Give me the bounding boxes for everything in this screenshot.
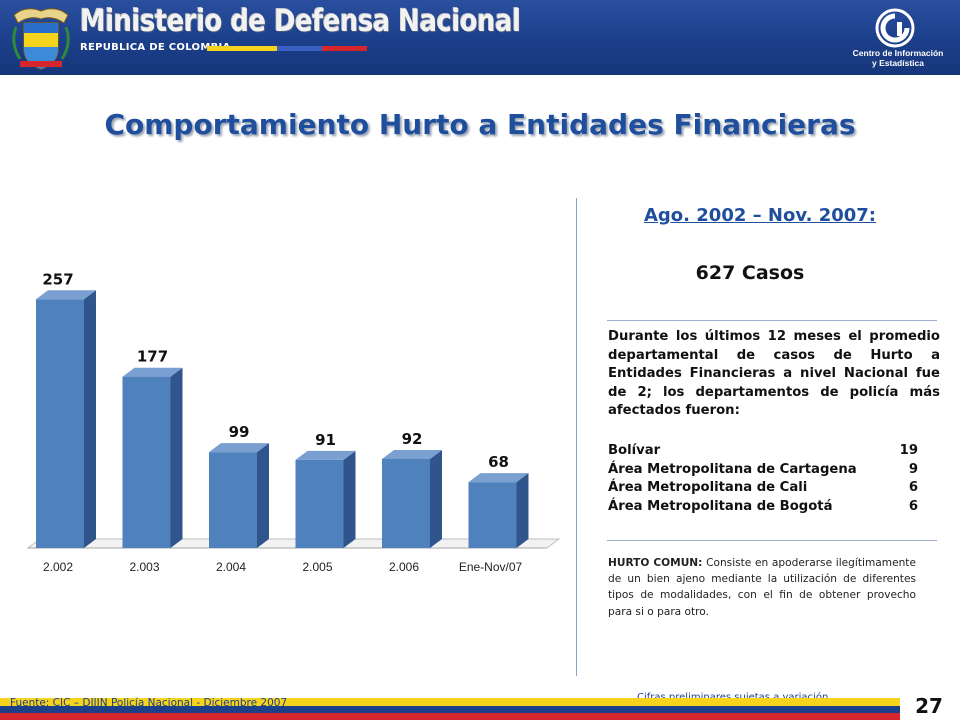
department-value: 9 (908, 461, 918, 477)
bar-top (382, 449, 442, 459)
definition-text: HURTO COMUN: Consiste en apoderarse ileg… (608, 555, 916, 620)
footer-note: Cifras preliminares sujetas a variación (637, 692, 828, 703)
data-label: 257 (42, 270, 73, 288)
bar-side (84, 290, 96, 548)
flag-stripe (207, 46, 367, 51)
footer-flag-bar (0, 698, 900, 720)
bar-side (516, 473, 529, 548)
cie-logo-icon (875, 8, 915, 48)
bar (295, 459, 344, 548)
department-row: Área Metropolitana de Bogotá 6 (608, 498, 918, 517)
coat-of-arms-icon (12, 8, 70, 70)
bar (209, 452, 257, 548)
department-list: Bolívar 19 Área Metropolitana de Cartage… (608, 442, 918, 516)
department-value: 19 (899, 443, 918, 458)
category-label: Ene-Nov/07 (459, 560, 523, 574)
department-name: Área Metropolitana de Cali (608, 480, 808, 495)
source-text: Fuente: CIC – DIJIN Policía Nacional - D… (10, 697, 288, 709)
bar-side (257, 443, 269, 548)
page-title: Comportamiento Hurto a Entidades Financi… (104, 108, 856, 141)
bar (36, 299, 84, 548)
bar-top (122, 367, 183, 377)
department-value: 6 (908, 498, 918, 514)
bar-top (295, 450, 356, 460)
bar (122, 376, 171, 548)
data-label: 92 (402, 430, 423, 448)
category-label: 2.002 (43, 560, 73, 574)
bar-side (430, 449, 442, 548)
definition-body: Consiste en apoderarse ilegítimamente de… (608, 557, 916, 618)
department-value: 6 (908, 480, 918, 495)
cie-label-line1: Centro de Información (852, 48, 944, 58)
department-name: Bolívar (608, 443, 661, 458)
category-label: 2.004 (216, 560, 246, 574)
bar-side (343, 450, 356, 548)
department-row: Área Metropolitana de Cali 6 (608, 479, 918, 498)
period-label: Ago. 2002 – Nov. 2007: (643, 205, 876, 226)
bar (382, 458, 430, 548)
ministry-title: Ministerio de Defensa Nacional (80, 4, 521, 39)
bar-side (170, 367, 183, 548)
bar (468, 482, 517, 548)
data-label: 91 (315, 431, 336, 449)
data-label: 177 (137, 348, 168, 366)
vertical-divider (576, 198, 577, 676)
cie-label: Centro de Información y Estadística (838, 48, 958, 68)
cie-label-line2: y Estadística (872, 58, 924, 68)
department-name: Área Metropolitana de Bogotá (608, 498, 833, 514)
definition-label: HURTO COMUN: (608, 557, 703, 569)
department-row: Área Metropolitana de Cartagena 9 (608, 461, 918, 480)
bar-top (209, 443, 269, 453)
category-label: 2.006 (389, 560, 419, 574)
department-row: Bolívar 19 (608, 442, 918, 461)
bar-top (468, 473, 529, 483)
page-number: 27 (915, 694, 943, 718)
category-label: 2.005 (302, 560, 332, 574)
bar-chart: 257 2.002 177 2.003 99 2.004 91 2.005 92 2.006 68 E… (26, 270, 561, 574)
country-subtitle: REPUBLICA DE COLOMBIA (80, 42, 231, 53)
department-name: Área Metropolitana de Cartagena (608, 461, 857, 477)
bar-top (36, 290, 96, 300)
divider-top (607, 320, 937, 321)
header-banner: Ministerio de Defensa Nacional REPUBLICA… (0, 0, 960, 75)
divider-bottom (607, 540, 937, 541)
total-cases: 627 Casos (695, 262, 805, 284)
data-label: 99 (229, 423, 250, 441)
data-label: 68 (488, 453, 509, 471)
category-label: 2.003 (129, 560, 159, 574)
summary-text: Durante los últimos 12 meses el promedio… (608, 329, 940, 418)
